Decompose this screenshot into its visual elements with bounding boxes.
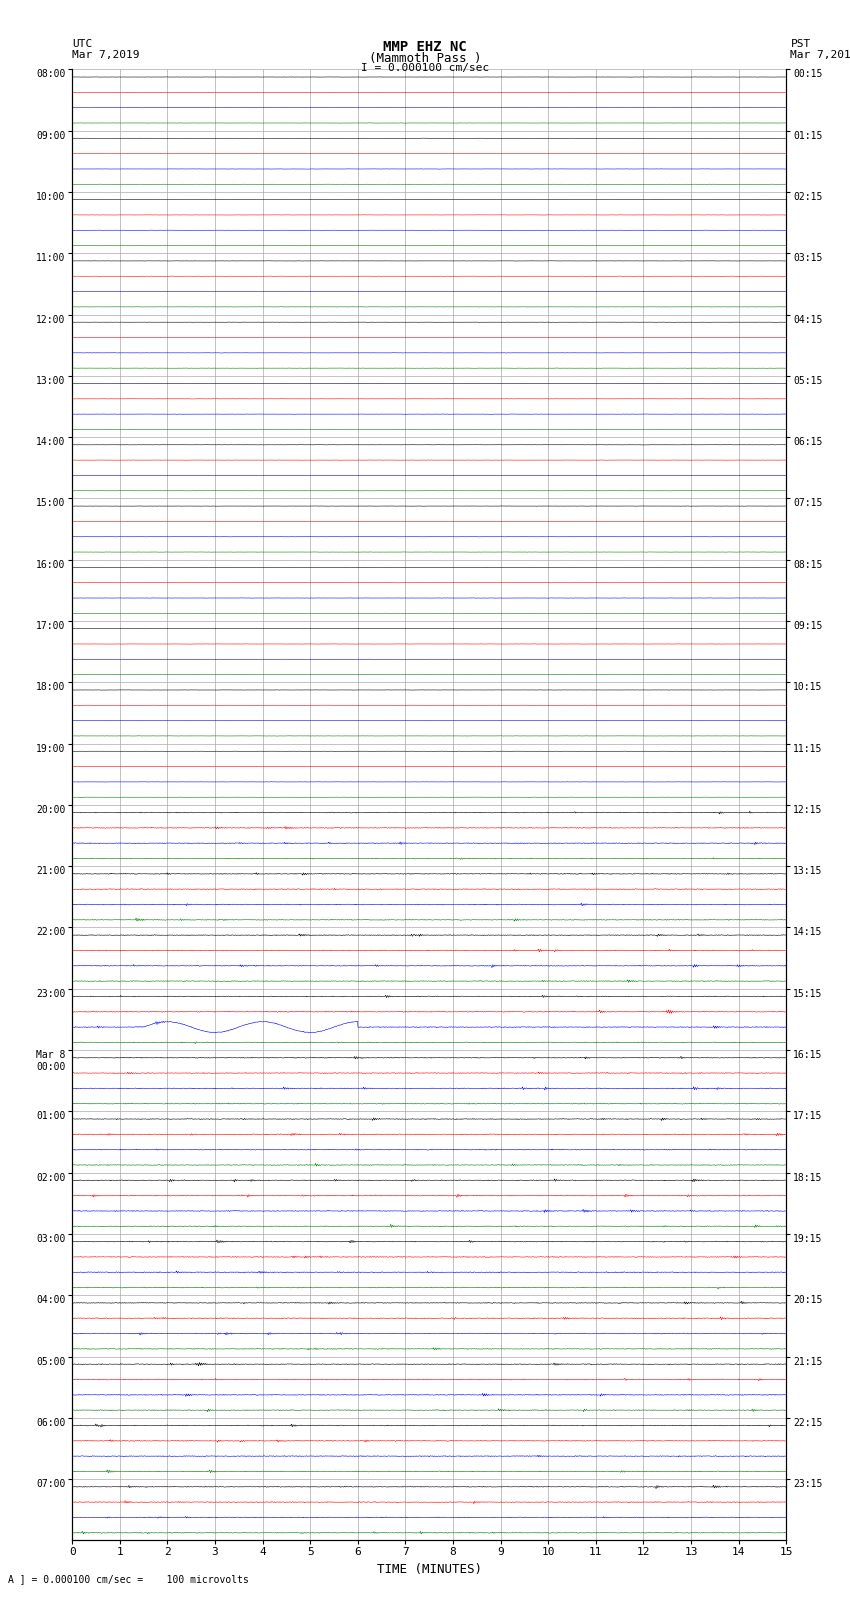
Text: I = 0.000100 cm/sec: I = 0.000100 cm/sec	[361, 63, 489, 73]
Text: Mar 7,2019: Mar 7,2019	[790, 50, 850, 60]
Text: MMP EHZ NC: MMP EHZ NC	[383, 40, 467, 55]
Text: UTC: UTC	[72, 39, 93, 48]
Text: A ] = 0.000100 cm/sec =    100 microvolts: A ] = 0.000100 cm/sec = 100 microvolts	[8, 1574, 249, 1584]
Text: (Mammoth Pass ): (Mammoth Pass )	[369, 52, 481, 65]
Text: Mar 7,2019: Mar 7,2019	[72, 50, 139, 60]
X-axis label: TIME (MINUTES): TIME (MINUTES)	[377, 1563, 482, 1576]
Text: PST: PST	[790, 39, 811, 48]
